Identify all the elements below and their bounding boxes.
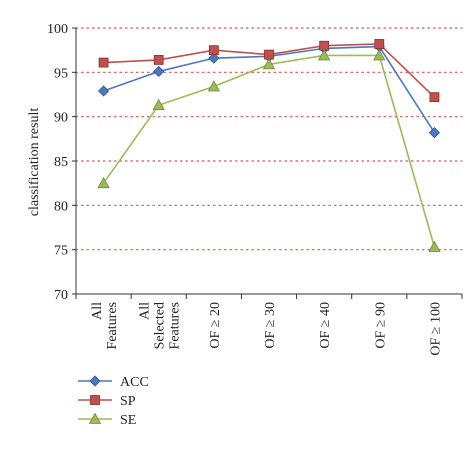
legend-label-se: SE [120,413,136,428]
data-point-se [152,98,165,111]
svg-text:OF ≥ 40: OF ≥ 40 [318,302,333,349]
svg-text:OF ≥ 30: OF ≥ 30 [263,302,278,349]
data-point-sp [374,39,385,49]
data-point-acc [428,127,440,139]
data-point-se [428,240,441,252]
x-tick-label: OF ≥ 20 [208,302,223,349]
svg-text:OF ≥ 90: OF ≥ 90 [373,302,388,349]
y-tick-label: 100 [47,22,68,37]
data-point-acc [208,52,220,64]
data-point-sp [153,55,164,65]
data-point-sp [264,49,274,60]
legend-marker-acc [89,375,101,387]
y-axis-label: classification result [27,108,42,217]
x-tick-labels: AllFeatures AllSelectedFeatures OF ≥ 20 OF … [90,302,443,356]
legend-item-acc: ACC [78,375,149,390]
svg-text:OF ≥ 100: OF ≥ 100 [428,302,443,356]
data-point-se [97,176,110,189]
data-point-se [317,49,331,61]
x-tick-label: OF ≥ 100 [428,302,443,356]
data-point-acc [98,85,110,97]
data-point-sp [208,45,219,56]
y-tick-label: 75 [54,244,68,259]
data-point-sp [319,40,330,51]
legend: ACC SP SE [78,375,149,428]
y-tick-labels: 70 75 80 85 90 95 100 [47,22,68,303]
svg-text:AllFeatures: AllFeatures [90,302,120,350]
data-point-se [373,49,386,61]
series-line-se [102,54,436,248]
data-point-sp [98,57,109,68]
grid-lines [75,27,463,251]
legend-marker-se [88,412,102,424]
x-tick-label: OF ≥ 30 [263,302,278,349]
legend-item-se: SE [78,412,136,428]
legend-label-acc: ACC [120,375,149,390]
x-tick-label: AllSelectedFeatures [138,302,183,350]
x-tick-label: OF ≥ 40 [318,302,333,349]
svg-text:AllSelectedFeatures: AllSelectedFeatures [138,302,183,350]
legend-marker-sp [90,395,100,405]
data-point-acc [153,65,165,78]
legend-item-sp: SP [78,394,136,409]
svg-text:OF ≥ 20: OF ≥ 20 [208,302,223,349]
axes [72,27,463,299]
x-tick-label: AllFeatures [90,302,120,350]
y-tick-label: 70 [54,288,68,303]
y-tick-label: 85 [54,155,68,170]
series-lines [97,39,441,252]
y-tick-label: 80 [54,199,68,214]
y-tick-label: 95 [54,66,68,81]
x-tick-label: OF ≥ 90 [373,302,388,349]
data-point-se [262,58,276,70]
y-tick-label: 90 [54,111,68,126]
data-point-sp [429,92,440,103]
data-point-se [207,80,221,92]
legend-label-sp: SP [120,394,136,409]
